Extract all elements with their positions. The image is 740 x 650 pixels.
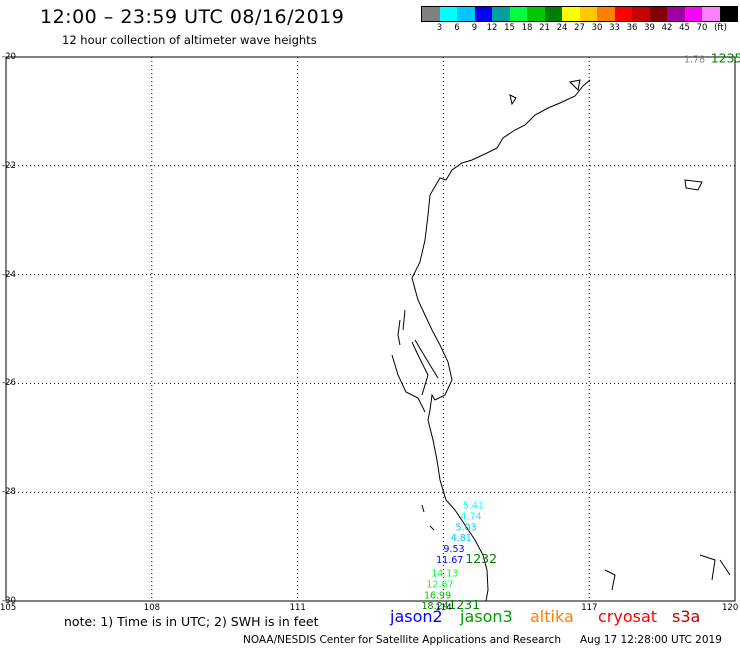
legend-tick-label: 45	[679, 23, 690, 33]
satellite-altika: altika	[530, 607, 574, 626]
island-4	[604, 554, 731, 591]
legend-swatch	[474, 7, 492, 21]
legend-swatch	[439, 7, 457, 21]
wave-height-label: 16.99	[424, 590, 451, 601]
timestamp: Aug 17 12:28:00 UTC 2019	[580, 634, 722, 646]
legend-tick-label: 18	[521, 23, 533, 33]
latitude-label: -20	[2, 52, 16, 62]
legend-tick-label: 6	[454, 23, 460, 33]
longitude-label: 114	[435, 603, 452, 613]
satellite-jason3: jason3	[460, 607, 513, 626]
legend-swatch	[579, 7, 597, 21]
legend-tick-label: 39	[644, 23, 655, 33]
map-frame	[5, 56, 736, 602]
pass-time-label: 1235	[711, 50, 740, 65]
color-legend	[421, 6, 738, 22]
legend-tick-label: 9	[471, 23, 478, 33]
wave-height-label: 5.03	[456, 522, 477, 533]
legend-swatch	[614, 7, 632, 21]
longitude-label: 117	[581, 603, 598, 613]
longitude-label: 108	[143, 603, 161, 613]
legend-swatch	[702, 7, 720, 21]
legend-swatch	[422, 7, 440, 21]
wave-height-label: 4.74	[460, 511, 481, 522]
island-2	[568, 79, 581, 92]
wave-height-label: 5.41	[463, 501, 484, 512]
pass-time-label: 1231	[448, 597, 480, 612]
map-grid	[6, 57, 735, 601]
legend-swatch	[527, 7, 545, 21]
wave-height-label: 11.67	[436, 555, 463, 566]
island-3	[684, 179, 703, 191]
wave-height-label: 12.67	[426, 579, 453, 590]
observation-labels: 1.785.414.745.034.819.5311.6714.1312.671…	[422, 50, 740, 612]
legend-tick-label: 3	[436, 23, 443, 33]
legend-swatch	[509, 7, 527, 21]
legend-swatch	[492, 7, 510, 21]
coastline	[411, 79, 591, 602]
legend-tick-label: 27	[574, 23, 585, 33]
legend-swatch	[684, 7, 702, 21]
legend-tick-label: 33	[609, 23, 620, 33]
page-subtitle: 12 hour collection of altimeter wave hei…	[62, 33, 317, 47]
latitude-label: -26	[2, 378, 16, 389]
pass-time-label: 1232	[465, 551, 497, 566]
satellite-cryosat: cryosat	[598, 607, 658, 626]
island-1	[509, 94, 517, 106]
island-5	[421, 504, 435, 531]
footer-note: note: 1) Time is in UTC; 2) SWH is in fe…	[64, 614, 319, 629]
legend-tick-label: 36	[626, 23, 638, 33]
legend-swatch	[667, 7, 685, 21]
longitude-label: 111	[289, 603, 306, 613]
legend-swatch	[597, 7, 615, 21]
latitude-label: -24	[2, 269, 16, 280]
page-title: 12:00 – 23:59 UTC 08/16/2019	[40, 6, 345, 28]
wave-height-label: 9.53	[443, 544, 464, 555]
legend-tick-label: 30	[591, 23, 603, 33]
wave-height-label: 1.78	[684, 54, 705, 65]
wave-height-label: 14.13	[431, 569, 458, 580]
satellite-jason2: jason2	[390, 607, 443, 626]
legend-swatch	[457, 7, 475, 21]
legend-swatch	[632, 7, 650, 21]
legend-swatch	[649, 7, 667, 21]
legend-swatch	[562, 7, 580, 21]
latitude-label: -22	[2, 160, 16, 171]
legend-tick-label: 12	[486, 23, 498, 33]
legend-tick-label: 24	[556, 23, 568, 33]
legend-swatch	[544, 7, 562, 21]
legend-tick-labels: 3 6 9 12 15 18 21 24 27 30 33 36 39 42 45 70 (ft)	[421, 23, 740, 35]
legend-unit: (ft)	[714, 23, 727, 33]
credit-line: NOAA/NESDIS Center for Satellite Applica…	[243, 634, 561, 646]
legend-swatch	[719, 7, 737, 21]
latitude-label: -30	[2, 596, 16, 606]
legend-tick-label: 70	[696, 23, 708, 33]
wave-height-label: 18.24	[422, 601, 449, 612]
longitude-label: 105	[0, 603, 17, 613]
wave-height-label: 4.81	[451, 533, 472, 544]
longitude-label: 120	[722, 603, 739, 613]
satellite-s3a: s3a	[672, 607, 701, 626]
legend-tick-label: 42	[661, 23, 673, 33]
shark-bay-peninsula	[391, 309, 439, 413]
latitude-label: -28	[2, 487, 16, 498]
legend-tick-label: 21	[539, 23, 550, 33]
legend-tick-label: 15	[504, 23, 515, 33]
